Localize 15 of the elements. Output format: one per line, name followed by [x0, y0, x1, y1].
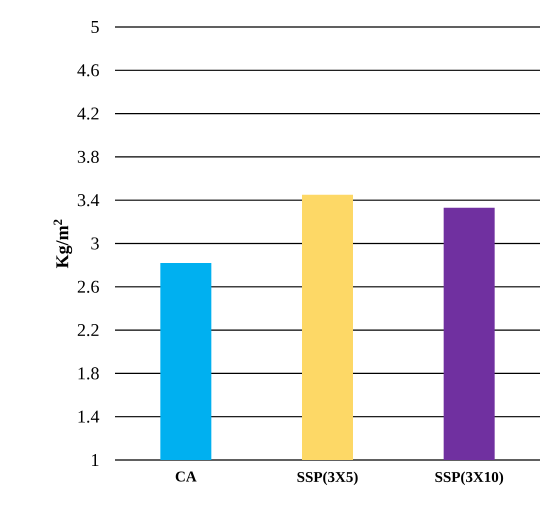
y-tick-label: 4.6	[77, 64, 99, 76]
y-tick-label: 3	[91, 237, 99, 250]
x-tick-label: SSP(3X5)	[297, 472, 358, 486]
y-tick-label: 2.2	[78, 324, 98, 336]
y-tick-label: 3.4	[78, 194, 100, 206]
y-tick-label: 2.6	[78, 280, 99, 293]
y-tick-label: 1	[92, 454, 98, 466]
y-axis-title: Kg/m$^{2}$	[54, 220, 72, 268]
y-tick-label: 1.8	[78, 367, 99, 380]
y-tick-label: 3.8	[78, 150, 99, 164]
x-tick-label: SSP(3X10)	[435, 472, 504, 486]
y-tick-label: 5	[92, 21, 99, 33]
x-tick-label: CA	[176, 472, 197, 482]
y-tick-label: 1.4	[78, 410, 100, 423]
y-tick-label: 4.2	[77, 108, 98, 120]
